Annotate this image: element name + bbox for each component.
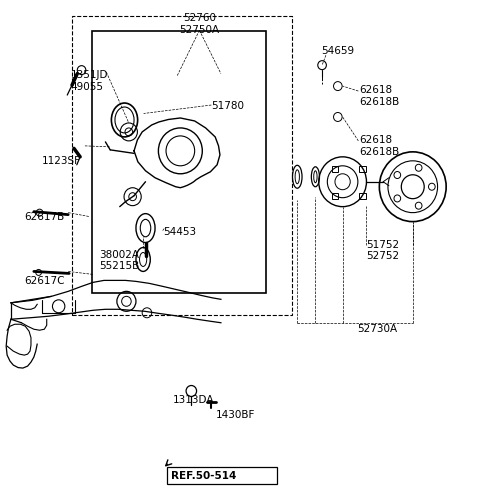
Bar <box>359 166 365 172</box>
Text: REF.50-514: REF.50-514 <box>171 471 236 480</box>
Bar <box>332 193 338 199</box>
Bar <box>359 193 365 199</box>
Text: 52760
52750A: 52760 52750A <box>180 13 219 35</box>
Text: 1123SF: 1123SF <box>42 156 81 166</box>
Text: 1351JD
49055: 1351JD 49055 <box>71 70 108 92</box>
Text: 62617B: 62617B <box>24 211 64 221</box>
Text: 62618
62618B: 62618 62618B <box>360 85 399 107</box>
Text: 51780: 51780 <box>211 101 244 111</box>
Text: 52730A: 52730A <box>357 324 397 334</box>
Bar <box>72 17 291 315</box>
Bar <box>332 166 338 172</box>
Text: 1430BF: 1430BF <box>216 410 255 420</box>
Text: 1313DA: 1313DA <box>173 395 215 405</box>
Bar <box>92 31 266 293</box>
Text: 38002A
55215B: 38002A 55215B <box>99 249 140 271</box>
Text: 62617C: 62617C <box>24 277 65 287</box>
Text: 62618
62618B: 62618 62618B <box>360 135 399 157</box>
Text: 54659: 54659 <box>321 46 354 56</box>
FancyBboxPatch shape <box>168 467 277 483</box>
Text: 51752
52752: 51752 52752 <box>366 239 399 262</box>
Text: 54453: 54453 <box>164 226 197 236</box>
